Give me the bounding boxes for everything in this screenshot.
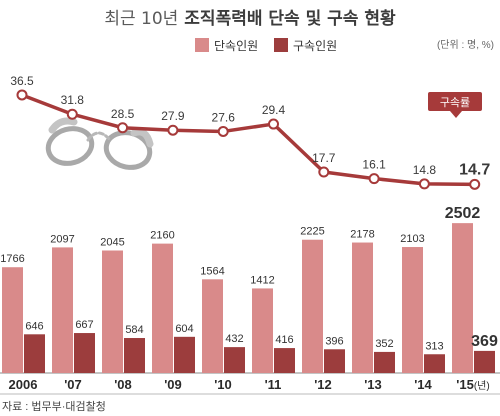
- bar-label-arrest: 432: [225, 333, 243, 345]
- chart-title-bold: 조직폭력배 단속 및 구속 현황: [184, 9, 396, 29]
- bar-crackdown: [152, 243, 173, 373]
- rate-point: [469, 178, 481, 190]
- bar-label-arrest: 646: [25, 320, 43, 332]
- rate-label: 17.7: [312, 151, 336, 165]
- bar-crackdown: [452, 223, 473, 373]
- x-tick-label: '09: [164, 377, 182, 392]
- x-tick-label: '14: [414, 377, 432, 392]
- callout-label: 구속률: [440, 96, 470, 109]
- bar-label-arrest: 396: [325, 335, 343, 347]
- bar-arrest: [474, 350, 495, 373]
- bar-crackdown: [252, 288, 273, 373]
- bar-label-crackdown: 1412: [250, 274, 274, 286]
- bar-label-crackdown: 1564: [200, 265, 224, 277]
- rate-label: 36.5: [10, 74, 34, 88]
- bars-layer: [2, 223, 495, 373]
- source-note: 자료 : 법무부·대검찰청: [2, 400, 106, 413]
- rate-label: 14.7: [459, 161, 490, 178]
- bar-arrest: [224, 347, 245, 373]
- rate-label: 29.4: [262, 103, 286, 117]
- x-tick-label: '12: [314, 377, 332, 392]
- rate-point: [16, 89, 28, 101]
- legend-label-arrest: 구속인원: [293, 39, 337, 53]
- chart-title-light: 최근 10년: [104, 9, 178, 29]
- bar-arrest: [374, 351, 395, 373]
- bar-crackdown: [102, 250, 123, 373]
- x-tick-label: '10: [214, 377, 232, 392]
- bar-arrest: [74, 333, 95, 373]
- bar-crackdown: [202, 279, 223, 373]
- bar-crackdown: [302, 239, 323, 373]
- bar-arrest: [274, 348, 295, 373]
- bar-label-arrest: 416: [275, 334, 293, 346]
- rate-point: [368, 173, 380, 185]
- bar-crackdown: [52, 247, 73, 373]
- rate-label: 28.5: [111, 107, 135, 121]
- rate-label: 27.6: [212, 110, 236, 124]
- labels-layer: 1766 646 2006 2097 667 '07 2045 584 '08 2160 604 '0…: [0, 74, 498, 392]
- rate-label: 27.9: [161, 109, 185, 123]
- bar-arrest: [24, 334, 45, 373]
- rate-point: [268, 118, 279, 130]
- bar-crackdown: [2, 267, 23, 373]
- x-tick-suffix: (년): [474, 380, 490, 392]
- x-tick-label: '13: [364, 377, 382, 392]
- bar-crackdown: [352, 242, 373, 373]
- callout-rate: 구속률: [428, 92, 482, 118]
- bar-arrest: [124, 338, 145, 373]
- x-tick-label: '11: [265, 377, 282, 392]
- bar-crackdown: [402, 247, 423, 373]
- rate-point: [318, 166, 330, 178]
- rate-line: [21, 93, 475, 187]
- x-tick-label: 2006: [9, 377, 38, 392]
- bar-arrest: [174, 336, 195, 373]
- rate-point: [167, 124, 179, 136]
- bar-label-crackdown: 2160: [150, 230, 174, 242]
- bar-label-crackdown: 2103: [400, 233, 424, 245]
- bar-label-arrest: 584: [125, 324, 143, 336]
- bar-label-crackdown: 2097: [50, 233, 74, 245]
- handcuffs-icon: [45, 117, 154, 170]
- x-tick-label: '08: [114, 377, 132, 392]
- legend-label-crackdown: 단속인원: [214, 39, 258, 53]
- callout-pointer: [450, 111, 462, 118]
- rate-label: 31.8: [61, 93, 85, 107]
- bar-label-crackdown: 2178: [350, 229, 374, 241]
- bar-label-crackdown: 2502: [445, 205, 481, 222]
- chart-title: 최근 10년 조직폭력배 단속 및 구속 현황: [104, 9, 396, 29]
- bar-label-crackdown: 1766: [0, 253, 24, 265]
- bar-arrest: [324, 349, 345, 373]
- rate-label: 14.8: [413, 163, 437, 177]
- rate-point: [117, 122, 129, 134]
- rate-label: 16.1: [362, 158, 386, 172]
- rate-point: [66, 108, 78, 120]
- x-tick-label: '15(년): [456, 377, 489, 392]
- rate-point: [217, 125, 229, 137]
- bar-label-crackdown: 2225: [300, 226, 324, 238]
- bar-label-arrest: 369: [471, 333, 498, 350]
- rate-point: [418, 178, 430, 190]
- bar-label-arrest: 604: [175, 323, 193, 335]
- legend-swatch-crackdown: [195, 38, 209, 52]
- bar-label-arrest: 667: [75, 319, 93, 331]
- bar-arrest: [424, 354, 445, 373]
- legend-swatch-arrest: [274, 38, 288, 52]
- bar-label-arrest: 352: [375, 338, 393, 350]
- callout-box: [428, 92, 482, 111]
- bar-label-crackdown: 2045: [100, 237, 124, 249]
- bar-label-arrest: 313: [425, 340, 443, 352]
- rate-line-layer: [16, 89, 481, 190]
- unit-label: (단위 : 명, %): [437, 38, 494, 51]
- x-tick-label: '07: [64, 377, 82, 392]
